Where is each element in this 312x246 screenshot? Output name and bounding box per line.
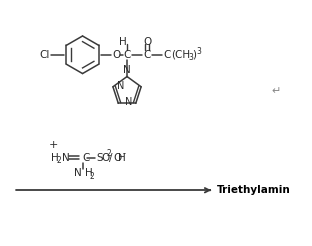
Text: H: H — [85, 169, 92, 178]
Text: 2: 2 — [57, 156, 61, 165]
Text: +: + — [49, 140, 59, 150]
Text: O: O — [101, 153, 110, 163]
Text: N: N — [74, 169, 81, 178]
Text: C: C — [83, 153, 90, 163]
Text: O: O — [112, 50, 120, 60]
Text: N: N — [123, 65, 131, 75]
Text: 2: 2 — [90, 172, 94, 181]
Text: N: N — [117, 81, 124, 91]
Text: Cl: Cl — [40, 50, 50, 60]
Text: N: N — [62, 153, 70, 163]
Text: H: H — [51, 153, 59, 163]
Text: O: O — [144, 37, 152, 47]
Text: 3: 3 — [196, 47, 201, 56]
Text: O: O — [113, 153, 121, 163]
Text: ↵: ↵ — [272, 86, 281, 96]
Text: S: S — [96, 153, 103, 163]
Text: 2: 2 — [106, 149, 111, 158]
Text: H: H — [118, 153, 126, 163]
Text: C: C — [123, 50, 131, 60]
Text: C: C — [163, 50, 170, 60]
Text: 3: 3 — [188, 53, 193, 62]
Text: -: - — [123, 149, 126, 158]
Text: Triethylamin: Triethylamin — [217, 185, 291, 195]
Text: /: / — [109, 153, 113, 163]
Text: C: C — [143, 50, 150, 60]
Text: (CH: (CH — [172, 50, 191, 60]
Text: H: H — [119, 37, 127, 47]
Text: N: N — [125, 97, 133, 107]
Text: ): ) — [192, 50, 196, 60]
